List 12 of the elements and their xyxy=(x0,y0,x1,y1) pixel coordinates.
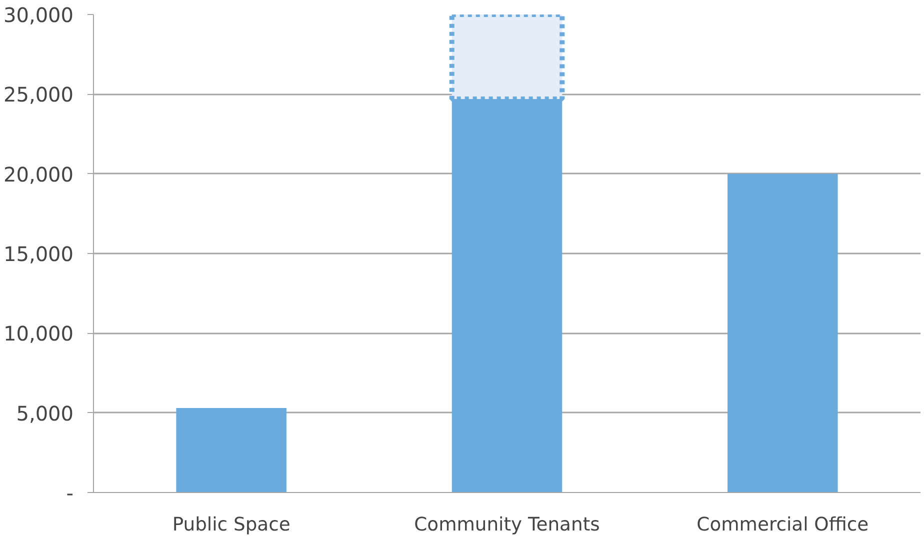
y-tick-label: - xyxy=(66,481,74,505)
x-tick-label: Community Tenants xyxy=(414,514,600,536)
x-tick-label: Commercial Office xyxy=(696,514,869,536)
y-tick-label: 30,000 xyxy=(4,3,74,27)
y-tick-label: 5,000 xyxy=(16,401,74,426)
y-tick-label: 25,000 xyxy=(4,82,74,107)
y-tick-label: 20,000 xyxy=(4,162,74,186)
bar xyxy=(176,408,286,492)
bar xyxy=(728,174,838,492)
y-tick-label: 15,000 xyxy=(4,242,74,266)
x-tick-label: Public Space xyxy=(172,514,290,536)
y-tick-label: 10,000 xyxy=(4,322,74,346)
